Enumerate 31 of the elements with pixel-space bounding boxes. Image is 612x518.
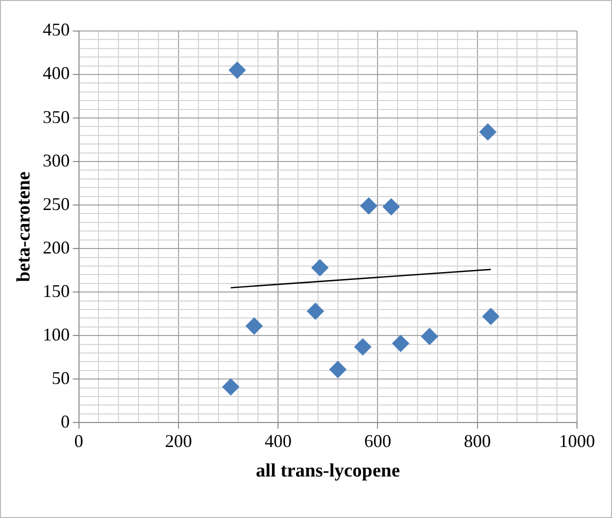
- y-tick-label: 250: [42, 194, 70, 214]
- x-tick-label: 200: [164, 431, 192, 452]
- y-tick-label: 300: [42, 150, 70, 170]
- x-tick-label: 800: [464, 431, 491, 452]
- point: [482, 308, 500, 325]
- y-axis-title: beta-carotene: [13, 172, 34, 282]
- y-tick-label: 200: [42, 237, 70, 258]
- point: [306, 302, 324, 320]
- y-tick-label: 400: [42, 63, 70, 84]
- y-tick-label: 0: [60, 411, 70, 432]
- point: [421, 328, 438, 345]
- point: [360, 197, 378, 214]
- point: [392, 334, 410, 352]
- point: [311, 259, 328, 276]
- point: [246, 318, 263, 335]
- y-tick-label: 50: [52, 368, 70, 388]
- point: [479, 123, 496, 140]
- x-axis-title: all trans-lycopene: [256, 460, 400, 482]
- y-tick-label: 100: [42, 324, 70, 344]
- y-tick-label: 450: [42, 20, 70, 40]
- point: [329, 361, 346, 378]
- x-tick-label: 0: [74, 431, 84, 452]
- y-tick-label: 350: [42, 106, 70, 127]
- x-tick-label: 1000: [559, 431, 595, 452]
- point: [382, 198, 400, 216]
- point: [228, 62, 246, 79]
- point: [354, 338, 372, 356]
- point: [222, 378, 240, 396]
- y-tick-label: 150: [42, 280, 70, 301]
- x-tick-label: 600: [364, 431, 392, 452]
- x-tick-label: 400: [264, 431, 292, 452]
